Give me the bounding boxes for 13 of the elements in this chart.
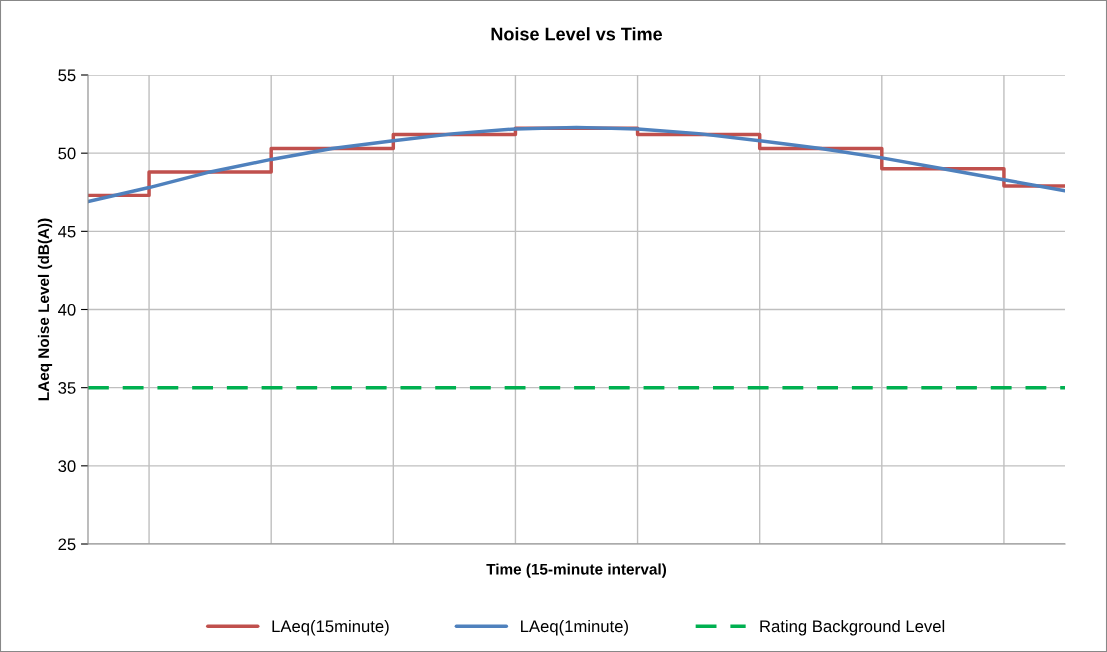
y-tick-label: 35 (58, 382, 76, 394)
legend-label: LAeq(15minute) (272, 619, 389, 636)
y-tick-label: 55 (58, 69, 76, 82)
x-axis-title: Time (15-minute interval) (486, 563, 667, 578)
legend-label: Rating Background Level (760, 619, 945, 636)
chart-title: Noise Level vs Time (491, 27, 663, 41)
y-tick-label: 40 (58, 303, 76, 316)
y-tick-label: 50 (58, 147, 76, 160)
y-tick-label: 45 (58, 225, 76, 238)
legend-label: LAeq(1minute) (521, 619, 628, 636)
y-tick-label: 25 (58, 538, 76, 551)
y-tick-label: 30 (58, 460, 76, 473)
y-axis-title: LAeq Noise Level (dB(A)) (37, 218, 53, 401)
